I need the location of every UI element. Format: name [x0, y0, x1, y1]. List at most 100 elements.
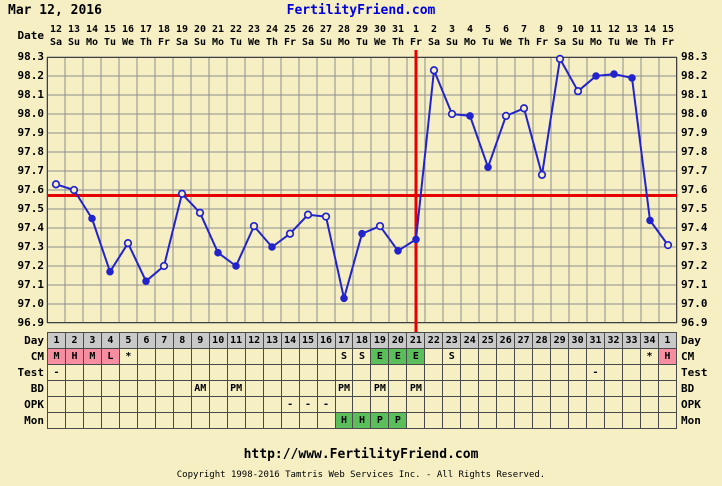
y-tick-left: 97.3: [17, 240, 45, 253]
test-cell: [461, 365, 480, 381]
mon-cell: [623, 413, 641, 429]
weekday-cell: Su: [193, 37, 207, 48]
day-cell: 34: [640, 333, 659, 349]
y-tick-left: 97.7: [17, 164, 45, 177]
temp-point: [232, 262, 240, 270]
weekday-cell: Fr: [283, 37, 297, 48]
y-tick-right: 97.4: [681, 221, 708, 234]
day-cell: 27: [515, 333, 534, 349]
test-cell: [425, 365, 444, 381]
cm-cell: M: [48, 349, 66, 365]
day-label-right: Day: [681, 334, 701, 347]
y-tick-left: 98.0: [17, 107, 45, 120]
temp-point: [106, 267, 114, 276]
y-tick-right: 97.7: [681, 164, 708, 177]
temp-point: [412, 235, 420, 244]
opk-cell: [551, 397, 570, 413]
opk-cell: [389, 397, 408, 413]
date-cell: 28: [337, 24, 351, 35]
weekday-cell: Fr: [409, 37, 423, 48]
cm-cell: [623, 349, 641, 365]
footer-url-link[interactable]: http://www.FertilityFriend.com: [243, 447, 479, 462]
bd-cell: [281, 381, 300, 397]
test-cell: [263, 365, 282, 381]
date-cell: 19: [175, 24, 189, 35]
temp-point: [268, 243, 276, 251]
weekday-cell: Tu: [103, 37, 117, 48]
test-cell: [515, 365, 534, 381]
temp-point: [628, 74, 636, 82]
temp-point: [88, 214, 96, 223]
day-cell: 29: [551, 333, 570, 349]
day-cell: 30: [569, 333, 588, 349]
mon-cell: [317, 413, 336, 429]
cm-cell: L: [101, 349, 120, 365]
y-tick-right: 96.9: [681, 316, 708, 329]
temp-point: [610, 70, 618, 78]
temp-point: [249, 221, 259, 231]
day-cell: 14: [281, 333, 300, 349]
y-tick-right: 98.0: [681, 107, 708, 120]
y-tick-left: 96.9: [17, 316, 45, 329]
opk-cell: [587, 397, 606, 413]
cm-cell: *: [119, 349, 138, 365]
bd-cell: PM: [407, 381, 426, 397]
date-cell: 15: [661, 24, 675, 35]
weekday-cell: We: [499, 37, 513, 48]
bd-cell: PM: [227, 381, 246, 397]
cm-cell: *: [640, 349, 659, 365]
cm-cell: [569, 349, 588, 365]
y-tick-right: 98.2: [681, 69, 708, 82]
mon-cell: [155, 413, 174, 429]
mon-cell: [101, 413, 120, 429]
cm-cell: H: [658, 349, 677, 365]
cm-cell: S: [353, 349, 372, 365]
date-cell: 29: [355, 24, 369, 35]
day-cell: 33: [623, 333, 641, 349]
opk-cell: [371, 397, 390, 413]
weekday-cell: Tu: [355, 37, 369, 48]
day-cell: 5: [119, 333, 138, 349]
temp-point: [123, 239, 133, 248]
temp-point: [501, 111, 511, 121]
opk-cell: [353, 397, 372, 413]
test-cell: [299, 365, 318, 381]
test-cell: [83, 365, 102, 381]
y-tick-left: 97.6: [17, 183, 45, 196]
weekday-cell: Tu: [607, 37, 621, 48]
mon-cell: [173, 413, 192, 429]
y-tick-right: 97.5: [681, 202, 708, 215]
temp-point: [303, 210, 313, 219]
mon-label-right: Mon: [681, 414, 701, 427]
date-cell: 1: [412, 24, 420, 35]
weekday-cell: Su: [319, 37, 333, 48]
weekday-row: Sa Su Mo Tu We Th Fr Sa Su Mo Tu We Th Fr Sa Su Mo Tu We Th…: [47, 36, 677, 49]
temp-point: [646, 216, 654, 225]
date-cell: 13: [625, 24, 639, 35]
opk-label-right: OPK: [681, 398, 701, 411]
date-cell: 16: [121, 24, 135, 35]
cm-cell: E: [389, 349, 408, 365]
temp-point: [321, 212, 331, 221]
bd-cell: [209, 381, 228, 397]
weekday-cell: Th: [643, 37, 657, 48]
test-cell: [353, 365, 372, 381]
y-tick-left: 97.1: [17, 278, 45, 291]
cm-label-right: CM: [681, 350, 695, 363]
mon-cell: [48, 413, 66, 429]
day-cell: 21: [407, 333, 426, 349]
day-cell: 18: [353, 333, 372, 349]
temp-point: [429, 66, 439, 75]
mon-cell: [245, 413, 264, 429]
mon-cell: H: [335, 413, 354, 429]
test-cell: [101, 365, 120, 381]
mon-cell: [497, 413, 516, 429]
date-cell: 9: [556, 24, 564, 35]
site-link[interactable]: FertilityFriend.com: [286, 3, 436, 18]
bd-cell: [479, 381, 498, 397]
test-cell: -: [587, 365, 606, 381]
weekday-cell: Su: [445, 37, 459, 48]
day-cell: 3: [83, 333, 102, 349]
cm-cell: [425, 349, 444, 365]
opk-cell: -: [299, 397, 318, 413]
